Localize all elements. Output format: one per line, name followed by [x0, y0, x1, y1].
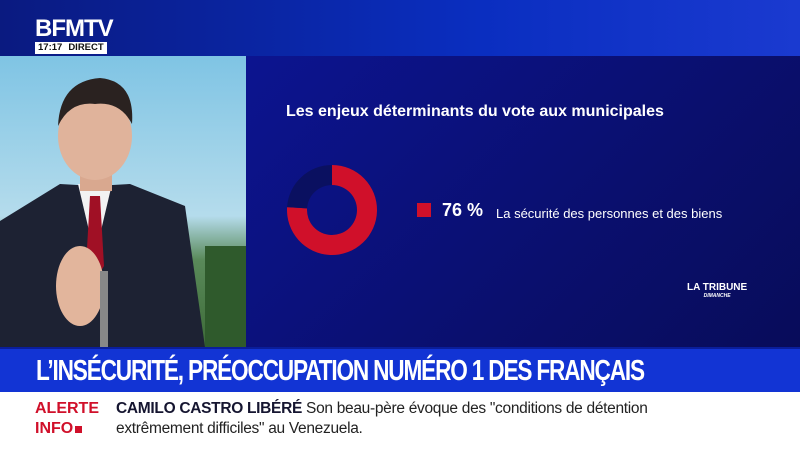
alert-line2: INFO — [35, 420, 74, 437]
presenter-figure — [0, 78, 246, 347]
legend-swatch — [417, 203, 431, 217]
headline-bar: L’INSÉCURITÉ, PRÉOCCUPATION NUMÉRO 1 DES… — [0, 347, 800, 392]
donut-slice-remainder — [287, 165, 332, 209]
donut-chart — [287, 165, 377, 255]
time: 17:17 — [38, 42, 63, 53]
legend-value: 76 % — [442, 200, 484, 220]
live-clock: 17:17 DIRECT — [35, 42, 107, 54]
ticker-body: Son beau-père évoque des "conditions de … — [116, 400, 648, 437]
headline-text: L’INSÉCURITÉ, PRÉOCCUPATION NUMÉRO 1 DES… — [36, 355, 645, 387]
donut-slice-value — [287, 165, 377, 255]
top-banner: BFMTV 17:17 DIRECT — [0, 0, 800, 56]
infographic-panel: Les enjeux déterminants du vote aux muni… — [246, 56, 800, 347]
alert-badge: ALERTE INFO — [35, 399, 99, 439]
ticker-topic: CAMILO CASTRO LIBÉRÉ — [116, 400, 303, 417]
presenter-video — [0, 56, 246, 347]
source-logo: LA TRIBUNE DIMANCHE — [687, 282, 748, 300]
ticker-text: CAMILO CASTRO LIBÉRÉ Son beau-père évoque… — [116, 399, 676, 439]
channel-logo: BFMTV — [35, 15, 114, 42]
legend-label: La sécurité des personnes et des biens — [496, 206, 723, 221]
live-label: DIRECT — [68, 42, 104, 53]
alert-line1: ALERTE — [35, 400, 99, 417]
square-icon — [75, 426, 83, 433]
infographic-title: Les enjeux déterminants du vote aux muni… — [286, 103, 664, 120]
news-ticker: ALERTE INFO CAMILO CASTRO LIBÉRÉ Son beau-… — [0, 392, 800, 450]
